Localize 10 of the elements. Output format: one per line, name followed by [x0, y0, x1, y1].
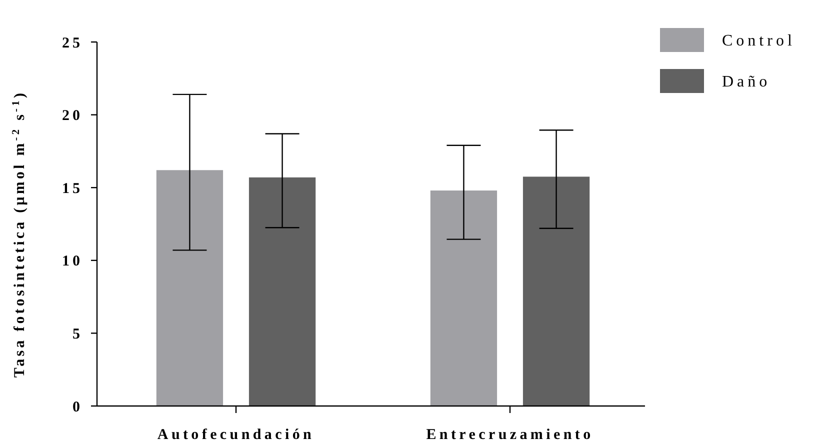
legend-label: Control	[722, 32, 796, 50]
y-tick-label: 10	[62, 254, 83, 270]
x-tick-label: Autofecundación	[157, 427, 315, 443]
y-tick-label: 15	[62, 180, 83, 197]
y-tick-label: 5	[72, 326, 83, 342]
y-tick-label: 25	[62, 35, 83, 52]
legend-label: Daño	[722, 74, 771, 91]
y-tick-label: 0	[72, 399, 83, 416]
x-tick-label: Entrecruzamiento	[426, 427, 594, 443]
y-tick-label: 20	[62, 108, 83, 124]
